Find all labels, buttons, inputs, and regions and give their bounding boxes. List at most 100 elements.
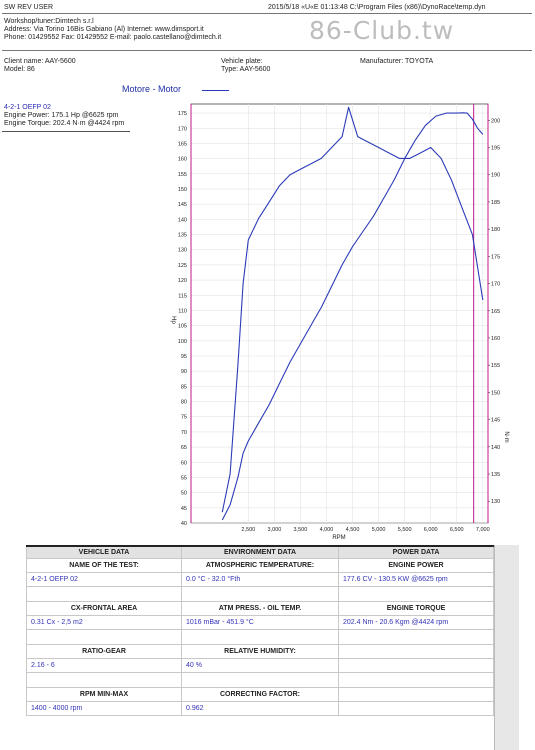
power-curve [221, 112, 484, 521]
vehicle-type: Type: AAY-5600 [221, 66, 271, 73]
y-left-tick-label: 175 [178, 111, 187, 117]
ratio-gear-label: RATIO-GEAR [26, 644, 182, 659]
y-left-tick-label: 105 [178, 324, 187, 330]
y-left-tick-label: 170 [178, 126, 187, 132]
x-tick-label: 7,000 [476, 527, 490, 533]
axis-layer: 2,500 3,000 3,500 4,000 4,500 5,000 5,500 6,000… [178, 104, 500, 533]
x-tick-label: 5,000 [372, 527, 386, 533]
y-right-tick-label: 150 [491, 390, 500, 396]
y-left-tick-label: 150 [178, 187, 187, 193]
table-label-row: RPM MIN-MAX CORRECTING FACTOR: [26, 687, 494, 702]
sw-user-label: SW REV USER [4, 4, 54, 11]
legend-label: Motore - Motor [122, 84, 182, 94]
table-label-row: NAME OF THE TEST: ATMOSPHERIC TEMPERATUR… [26, 558, 494, 573]
y-left-tick-label: 80 [181, 400, 187, 406]
y-left-tick-label: 70 [181, 430, 187, 436]
table-value-row: 4-2-1 OEFP 02 0.0 °C - 32.0 °Fth 177.6 C… [26, 572, 494, 587]
humidity-value: 40 % [181, 658, 339, 673]
y-right-tick-label: 185 [491, 200, 500, 206]
x-axis-title: RPM [332, 535, 345, 541]
table-label-row: CX-FRONTAL AREA ATM PRESS. - OIL TEMP. E… [26, 601, 494, 616]
run-name: 4-2-1 OEFP 02 [4, 104, 51, 111]
y-right-tick-label: 130 [491, 499, 500, 505]
watermark: 86-Club.tw [309, 16, 455, 45]
address-line: Address: Via Torino 16Bis Gabiano (Al) I… [4, 26, 204, 33]
vehicle-plate: Vehicle plate: [221, 58, 263, 65]
atm-temp-value: 0.0 °C - 32.0 °Fth [181, 572, 339, 587]
y-left-tick-label: 125 [178, 263, 187, 269]
torque-curve [221, 106, 484, 513]
series-layer [221, 106, 484, 521]
plot-frame [190, 103, 489, 524]
table-header-row: VEHICLE DATA ENVIRONMENT DATA POWER DATA [26, 545, 494, 559]
table-spacer-row [26, 629, 494, 645]
atm-press-label: ATM PRESS. - OIL TEMP. [181, 601, 339, 616]
y-right-tick-label: 135 [491, 472, 500, 478]
test-name-label: NAME OF THE TEST: [26, 558, 182, 573]
y-right-tick-label: 160 [491, 336, 500, 342]
y-right-tick-label: 200 [491, 118, 500, 124]
y-right-tick-label: 165 [491, 309, 500, 315]
header-divider [2, 13, 532, 14]
x-tick-label: 6,500 [450, 527, 464, 533]
legend-swatch [202, 90, 229, 91]
power-data-header: POWER DATA [338, 545, 494, 559]
y-left-tick-label: 140 [178, 217, 187, 223]
x-tick-label: 3,500 [294, 527, 308, 533]
y-left-tick-label: 40 [181, 521, 187, 527]
model: Model: 86 [4, 66, 35, 73]
client-name: Client name: AAY-5600 [4, 58, 76, 65]
x-tick-label: 6,000 [424, 527, 438, 533]
y-left-tick-label: 115 [178, 293, 187, 299]
engine-power-summary: Engine Power: 175.1 Hp @6625 rpm [4, 112, 119, 119]
rpm-minmax-label: RPM MIN-MAX [26, 687, 182, 702]
info-divider [2, 50, 532, 51]
empty-cell [338, 687, 494, 702]
y-left-tick-label: 45 [181, 506, 187, 512]
empty-cell [338, 701, 494, 716]
y-right-tick-label: 140 [491, 445, 500, 451]
workshop-line: Workshop/tuner:Dimtech s.r.l [4, 18, 94, 25]
y-right-tick-label: 180 [491, 227, 500, 233]
y-left-tick-label: 160 [178, 157, 187, 163]
environment-data-header: ENVIRONMENT DATA [181, 545, 339, 559]
atm-press-value: 1016 mBar - 451.9 °C [181, 615, 339, 630]
y-left-tick-label: 55 [181, 475, 187, 481]
y-right-tick-label: 190 [491, 173, 500, 179]
x-tick-label: 4,500 [346, 527, 360, 533]
run-info-divider [2, 131, 130, 132]
engine-torque-summary: Engine Torque: 202.4 N·m @4424 rpm [4, 120, 125, 127]
test-name-value: 4-2-1 OEFP 02 [26, 572, 182, 587]
table-value-row: 2.16 - 6 40 % [26, 658, 494, 673]
x-tick-label: 3,000 [267, 527, 281, 533]
table-value-row: 1400 - 4000 rpm 0.962 [26, 701, 494, 716]
manufacturer: Manufacturer: TOYOTA [360, 58, 434, 65]
table-value-row: 0.31 Cx - 2,5 m2 1016 mBar - 451.9 °C 20… [26, 615, 494, 630]
y-left-tick-label: 100 [178, 339, 187, 345]
y-left-tick-label: 120 [178, 278, 187, 284]
table-spacer-row [26, 672, 494, 688]
y-left-tick-label: 60 [181, 460, 187, 466]
x-tick-label: 4,000 [320, 527, 334, 533]
table-spacer-row [26, 586, 494, 602]
y-left-tick-label: 155 [178, 172, 187, 178]
y-left-tick-label: 90 [181, 369, 187, 375]
y-left-tick-label: 75 [181, 415, 187, 421]
y-left-tick-label: 95 [181, 354, 187, 360]
y-right-tick-label: 175 [491, 254, 500, 260]
y-left-tick-label: 110 [178, 308, 187, 314]
phone-line: Phone: 01429552 Fax: 01429552 E-mail: pa… [4, 34, 222, 41]
empty-cell [338, 658, 494, 673]
empty-cell [338, 644, 494, 659]
y-right-tick-label: 195 [491, 146, 500, 152]
y-left-tick-label: 130 [178, 248, 187, 254]
y-right-tick-label: 170 [491, 282, 500, 288]
y-left-tick-label: 65 [181, 445, 187, 451]
atm-temp-label: ATMOSPHERIC TEMPERATURE: [181, 558, 339, 573]
y-left-tick-label: 135 [178, 233, 187, 239]
dyno-chart: 2,500 3,000 3,500 4,000 4,500 5,000 5,500 6,000… [170, 103, 509, 541]
y-left-tick-label: 85 [181, 384, 187, 390]
cx-frontal-value: 0.31 Cx - 2,5 m2 [26, 615, 182, 630]
cx-frontal-label: CX-FRONTAL AREA [26, 601, 182, 616]
x-tick-label: 2,500 [241, 527, 255, 533]
